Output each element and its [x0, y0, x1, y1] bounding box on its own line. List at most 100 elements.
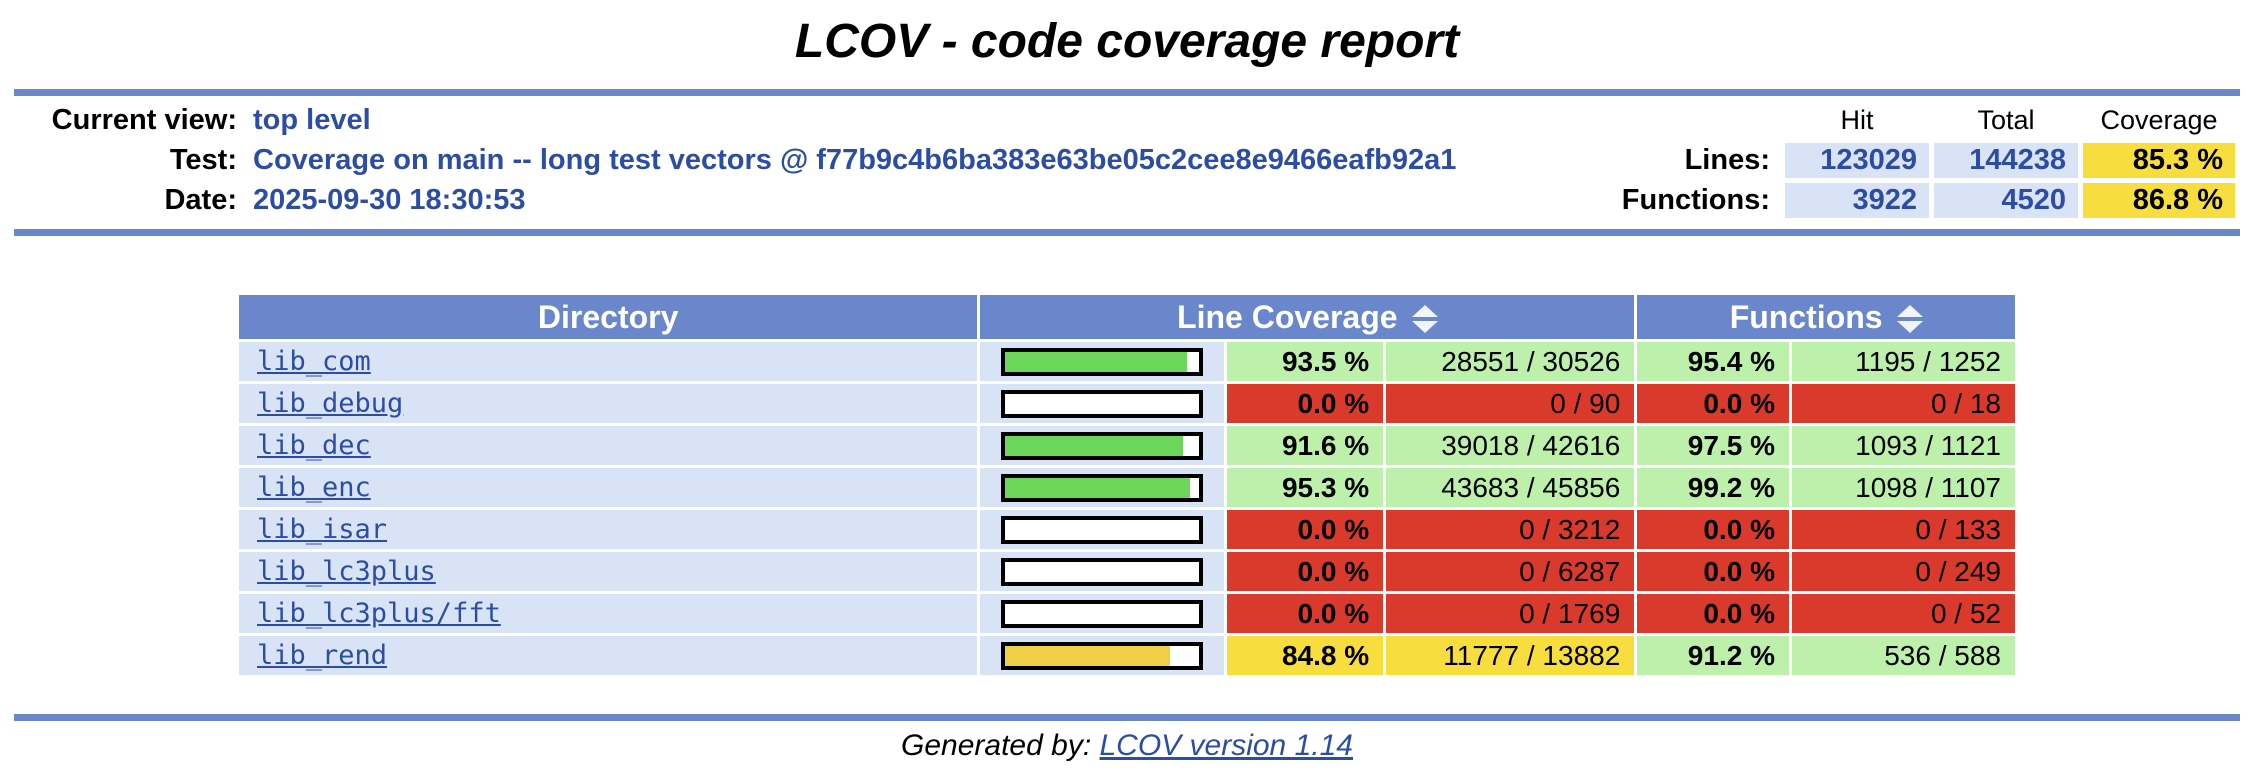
coverage-bar-cell: [980, 426, 1225, 465]
divider-footer: [14, 714, 2240, 721]
directory-link[interactable]: lib_com: [257, 346, 371, 377]
column-header-directory: Directory: [239, 295, 978, 339]
lcov-version-link[interactable]: LCOV version 1.14: [1099, 729, 1353, 762]
line-coverage-ratio: 0 / 1769: [1386, 594, 1635, 633]
directory-cell: lib_lc3plus/fft: [239, 594, 978, 633]
sort-functions-icon[interactable]: [1896, 305, 1923, 334]
line-coverage-ratio: 11777 / 13882: [1386, 636, 1635, 675]
sort-up-icon: [1896, 305, 1923, 318]
functions-ratio: 0 / 249: [1791, 552, 2015, 591]
line-coverage-percent: 91.6 %: [1227, 426, 1384, 465]
line-coverage-percent: 93.5 %: [1227, 342, 1384, 381]
directory-link[interactable]: lib_isar: [257, 514, 388, 545]
functions-ratio: 536 / 588: [1791, 636, 2015, 675]
functions-percent: 0.0 %: [1637, 552, 1789, 591]
functions-total-value: 4520: [1934, 183, 2078, 218]
table-row: lib_lc3plus/fft 0.0 % 0 / 1769 0.0 % 0 /…: [239, 594, 2015, 633]
header-row-current-view: Current view: top level Hit Total Covera…: [19, 103, 2235, 138]
header-info-table: Current view: top level Hit Total Covera…: [14, 98, 2240, 223]
functions-hit-value: 3922: [1785, 183, 1929, 218]
table-row: lib_debug 0.0 % 0 / 90 0.0 % 0 / 18: [239, 384, 2015, 423]
line-coverage-percent: 0.0 %: [1227, 552, 1384, 591]
current-view-value: top level: [253, 104, 371, 136]
line-coverage-ratio: 0 / 3212: [1386, 510, 1635, 549]
directory-link[interactable]: lib_lc3plus/fft: [257, 598, 501, 629]
test-name-value: Coverage on main -- long test vectors @ …: [253, 144, 1457, 176]
directory-cell: lib_dec: [239, 426, 978, 465]
coverage-table-header-row: Directory Line Coverage Functions: [239, 295, 2015, 339]
functions-percent: 97.5 %: [1637, 426, 1789, 465]
coverage-bar: [1001, 431, 1204, 460]
footer: Generated by: LCOV version 1.14: [0, 729, 2254, 763]
line-coverage-percent: 0.0 %: [1227, 594, 1384, 633]
table-row: lib_isar 0.0 % 0 / 3212 0.0 % 0 / 133: [239, 510, 2015, 549]
coverage-table: Directory Line Coverage Functions lib_co…: [236, 292, 2018, 678]
line-coverage-percent: 0.0 %: [1227, 384, 1384, 423]
coverage-bar: [1001, 389, 1204, 418]
functions-ratio: 0 / 52: [1791, 594, 2015, 633]
stats-col-header-hit: Hit: [1840, 105, 1874, 135]
date-value: 2025-09-30 18:30:53: [253, 184, 526, 216]
coverage-bar-cell: [980, 510, 1225, 549]
directory-link[interactable]: lib_enc: [257, 472, 371, 503]
coverage-bar-cell: [980, 552, 1225, 591]
line-coverage-ratio: 43683 / 45856: [1386, 468, 1635, 507]
coverage-bar-fill: [1005, 435, 1184, 456]
coverage-bar: [1001, 557, 1204, 586]
coverage-bar: [1001, 599, 1204, 628]
directory-link[interactable]: lib_dec: [257, 430, 371, 461]
coverage-bar-fill: [1005, 351, 1187, 372]
column-header-functions: Functions: [1637, 295, 2015, 339]
functions-coverage-value: 86.8 %: [2083, 183, 2235, 218]
coverage-bar: [1001, 515, 1204, 544]
table-row: lib_com 93.5 % 28551 / 30526 95.4 % 1195…: [239, 342, 2015, 381]
coverage-bar-cell: [980, 636, 1225, 675]
coverage-table-body: lib_com 93.5 % 28551 / 30526 95.4 % 1195…: [239, 342, 2015, 675]
sort-down-icon: [1896, 321, 1923, 334]
directory-cell: lib_com: [239, 342, 978, 381]
functions-stat-label: Functions:: [1621, 184, 1770, 216]
directory-link[interactable]: lib_rend: [257, 640, 388, 671]
table-row: lib_lc3plus 0.0 % 0 / 6287 0.0 % 0 / 249: [239, 552, 2015, 591]
date-label: Date:: [164, 184, 237, 216]
functions-percent: 0.0 %: [1637, 510, 1789, 549]
coverage-bar-fill: [1005, 645, 1170, 666]
functions-ratio: 1093 / 1121: [1791, 426, 2015, 465]
divider-top: [14, 89, 2240, 96]
page-title: LCOV - code coverage report: [794, 15, 1460, 68]
lines-hit-value: 123029: [1785, 143, 1929, 178]
line-coverage-ratio: 39018 / 42616: [1386, 426, 1635, 465]
table-row: lib_rend 84.8 % 11777 / 13882 91.2 % 536…: [239, 636, 2015, 675]
functions-percent: 0.0 %: [1637, 594, 1789, 633]
lines-stat-label: Lines:: [1684, 144, 1770, 176]
line-coverage-percent: 84.8 %: [1227, 636, 1384, 675]
functions-ratio: 0 / 18: [1791, 384, 2015, 423]
coverage-bar: [1001, 641, 1204, 670]
line-coverage-percent: 0.0 %: [1227, 510, 1384, 549]
directory-link[interactable]: lib_debug: [257, 388, 404, 419]
column-header-line-coverage: Line Coverage: [980, 295, 1635, 339]
functions-ratio: 0 / 133: [1791, 510, 2015, 549]
coverage-bar: [1001, 473, 1204, 502]
functions-percent: 95.4 %: [1637, 342, 1789, 381]
functions-percent: 0.0 %: [1637, 384, 1789, 423]
test-label: Test:: [169, 144, 237, 176]
header-row-test: Test: Coverage on main -- long test vect…: [19, 143, 2235, 178]
sort-line-coverage-icon[interactable]: [1411, 305, 1438, 334]
coverage-bar-cell: [980, 384, 1225, 423]
coverage-bar-cell: [980, 594, 1225, 633]
coverage-bar-cell: [980, 468, 1225, 507]
line-coverage-ratio: 0 / 6287: [1386, 552, 1635, 591]
directory-cell: lib_enc: [239, 468, 978, 507]
table-row: lib_enc 95.3 % 43683 / 45856 99.2 % 1098…: [239, 468, 2015, 507]
sort-up-icon: [1411, 305, 1438, 318]
directory-link[interactable]: lib_lc3plus: [257, 556, 436, 587]
table-row: lib_dec 91.6 % 39018 / 42616 97.5 % 1093…: [239, 426, 2015, 465]
generated-by-label: Generated by:: [901, 729, 1092, 762]
directory-cell: lib_lc3plus: [239, 552, 978, 591]
lines-total-value: 144238: [1934, 143, 2078, 178]
directory-cell: lib_rend: [239, 636, 978, 675]
functions-percent: 99.2 %: [1637, 468, 1789, 507]
sort-down-icon: [1411, 321, 1438, 334]
